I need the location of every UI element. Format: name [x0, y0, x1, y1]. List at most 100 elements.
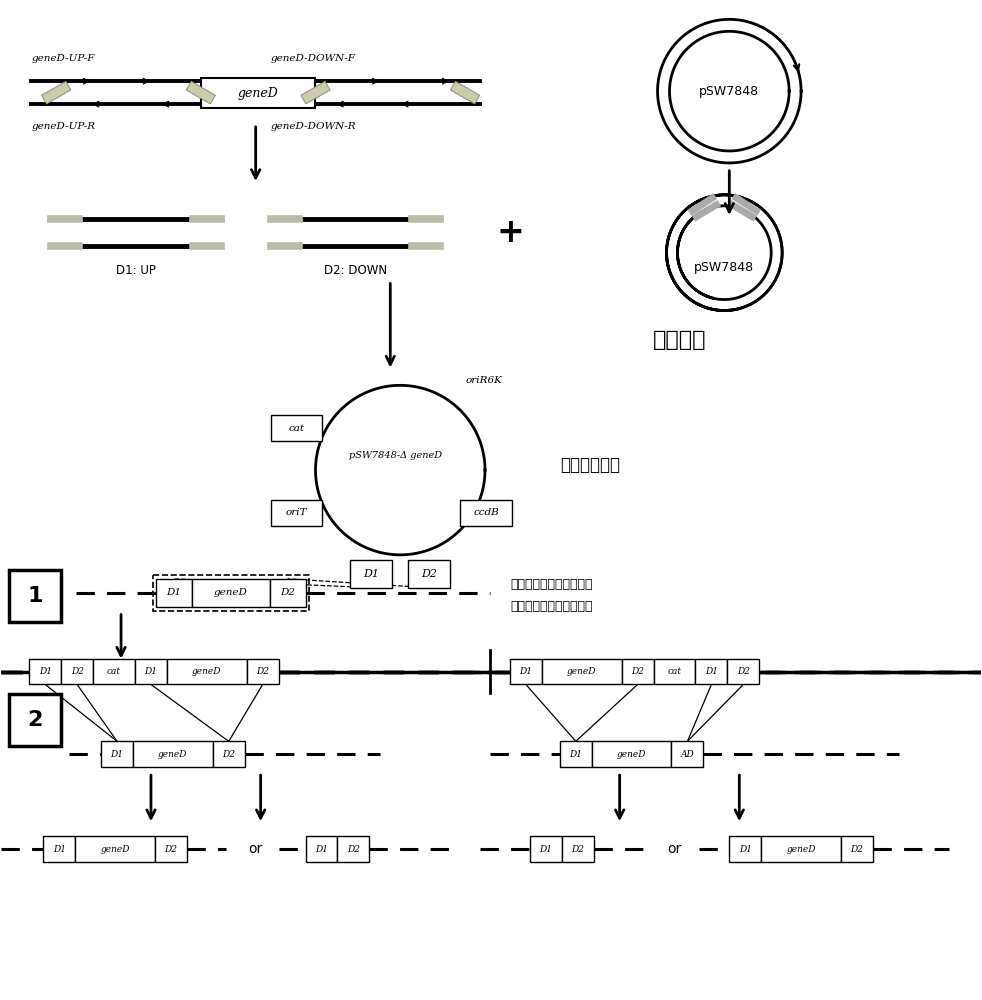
- Text: 钙刺激的哈维弧菌基因组: 钙刺激的哈维弧菌基因组: [510, 600, 592, 613]
- Text: AD: AD: [681, 750, 694, 759]
- Text: geneD-UP-R: geneD-UP-R: [31, 122, 95, 131]
- Text: D1: D1: [38, 667, 52, 676]
- Bar: [101, 741, 133, 767]
- Bar: [201, 78, 315, 108]
- Text: D2: D2: [222, 750, 236, 759]
- Bar: [841, 836, 873, 862]
- Text: D2: DOWN: D2: DOWN: [324, 264, 387, 277]
- Polygon shape: [451, 81, 479, 104]
- Text: D1: D1: [315, 845, 328, 854]
- Text: D2: D2: [347, 845, 359, 854]
- Text: D1: D1: [705, 667, 718, 676]
- Text: geneD-UP-F: geneD-UP-F: [31, 54, 95, 63]
- Text: D1: D1: [738, 845, 752, 854]
- Text: D1: D1: [570, 750, 582, 759]
- Bar: [654, 659, 695, 684]
- Bar: [728, 659, 759, 684]
- Bar: [562, 836, 594, 862]
- Text: geneD: geneD: [787, 845, 816, 854]
- Bar: [761, 836, 841, 862]
- Bar: [135, 659, 167, 684]
- Text: geneD-DOWN-F: geneD-DOWN-F: [271, 54, 355, 63]
- Text: geneD: geneD: [238, 87, 279, 100]
- Text: D1: D1: [363, 569, 379, 579]
- Text: geneD: geneD: [158, 750, 188, 759]
- Text: 2: 2: [27, 710, 43, 730]
- Text: ccdB: ccdB: [473, 508, 499, 517]
- Bar: [10, 570, 61, 622]
- Bar: [61, 659, 93, 684]
- Text: pSW7848-Δ geneD: pSW7848-Δ geneD: [349, 451, 442, 460]
- Bar: [510, 659, 542, 684]
- Text: D2: D2: [71, 667, 83, 676]
- Text: D1: D1: [53, 845, 66, 854]
- Bar: [156, 579, 191, 607]
- Text: 无水乙醇和十二烷基磺酸: 无水乙醇和十二烷基磺酸: [510, 578, 592, 591]
- Bar: [351, 560, 392, 588]
- Bar: [167, 659, 246, 684]
- Text: D2: D2: [572, 845, 584, 854]
- Bar: [271, 415, 322, 441]
- Bar: [43, 836, 76, 862]
- Bar: [338, 836, 369, 862]
- Text: 1: 1: [27, 586, 43, 606]
- Text: geneD: geneD: [214, 588, 247, 597]
- Bar: [93, 659, 135, 684]
- Text: D1: D1: [539, 845, 552, 854]
- Text: geneD: geneD: [100, 845, 130, 854]
- Text: cat: cat: [668, 667, 682, 676]
- Bar: [542, 659, 622, 684]
- Bar: [305, 836, 338, 862]
- Text: D2: D2: [736, 667, 750, 676]
- Text: oriR6K: oriR6K: [465, 376, 502, 385]
- Text: pSW7848: pSW7848: [694, 261, 754, 274]
- Text: oriT: oriT: [286, 508, 307, 517]
- Text: D2: D2: [631, 667, 644, 676]
- Bar: [155, 836, 187, 862]
- Bar: [191, 579, 270, 607]
- Bar: [461, 500, 512, 526]
- Bar: [622, 659, 654, 684]
- Polygon shape: [187, 81, 215, 104]
- Bar: [592, 741, 672, 767]
- Text: geneD: geneD: [567, 667, 596, 676]
- Bar: [672, 741, 703, 767]
- Text: D1: UP: D1: UP: [116, 264, 156, 277]
- Bar: [530, 836, 562, 862]
- Bar: [76, 836, 155, 862]
- Text: cat: cat: [289, 424, 304, 433]
- Text: geneD: geneD: [617, 750, 646, 759]
- Polygon shape: [300, 81, 330, 104]
- Text: 重组自杀质粒: 重组自杀质粒: [560, 456, 620, 474]
- Bar: [153, 575, 308, 611]
- Text: D2: D2: [256, 667, 269, 676]
- Text: or: or: [668, 842, 682, 856]
- Text: pSW7848: pSW7848: [699, 85, 759, 98]
- Bar: [246, 659, 279, 684]
- Text: D1: D1: [166, 588, 182, 597]
- Bar: [271, 500, 322, 526]
- Text: D2: D2: [421, 569, 437, 579]
- Bar: [560, 741, 592, 767]
- Text: geneD-DOWN-R: geneD-DOWN-R: [271, 122, 356, 131]
- Polygon shape: [41, 81, 71, 104]
- Text: D1: D1: [144, 667, 157, 676]
- Bar: [409, 560, 450, 588]
- Bar: [730, 836, 761, 862]
- Text: D2: D2: [850, 845, 863, 854]
- Text: cat: cat: [107, 667, 121, 676]
- Text: D2: D2: [164, 845, 178, 854]
- Bar: [213, 741, 245, 767]
- Text: D2: D2: [280, 588, 295, 597]
- Text: D1: D1: [519, 667, 532, 676]
- Text: +: +: [496, 216, 523, 249]
- Bar: [133, 741, 213, 767]
- Bar: [270, 579, 305, 607]
- Bar: [10, 694, 61, 746]
- Bar: [695, 659, 728, 684]
- Text: or: or: [248, 842, 263, 856]
- Bar: [29, 659, 61, 684]
- Text: geneD: geneD: [192, 667, 222, 676]
- Text: 等温组装: 等温组装: [653, 330, 706, 350]
- Text: D1: D1: [111, 750, 124, 759]
